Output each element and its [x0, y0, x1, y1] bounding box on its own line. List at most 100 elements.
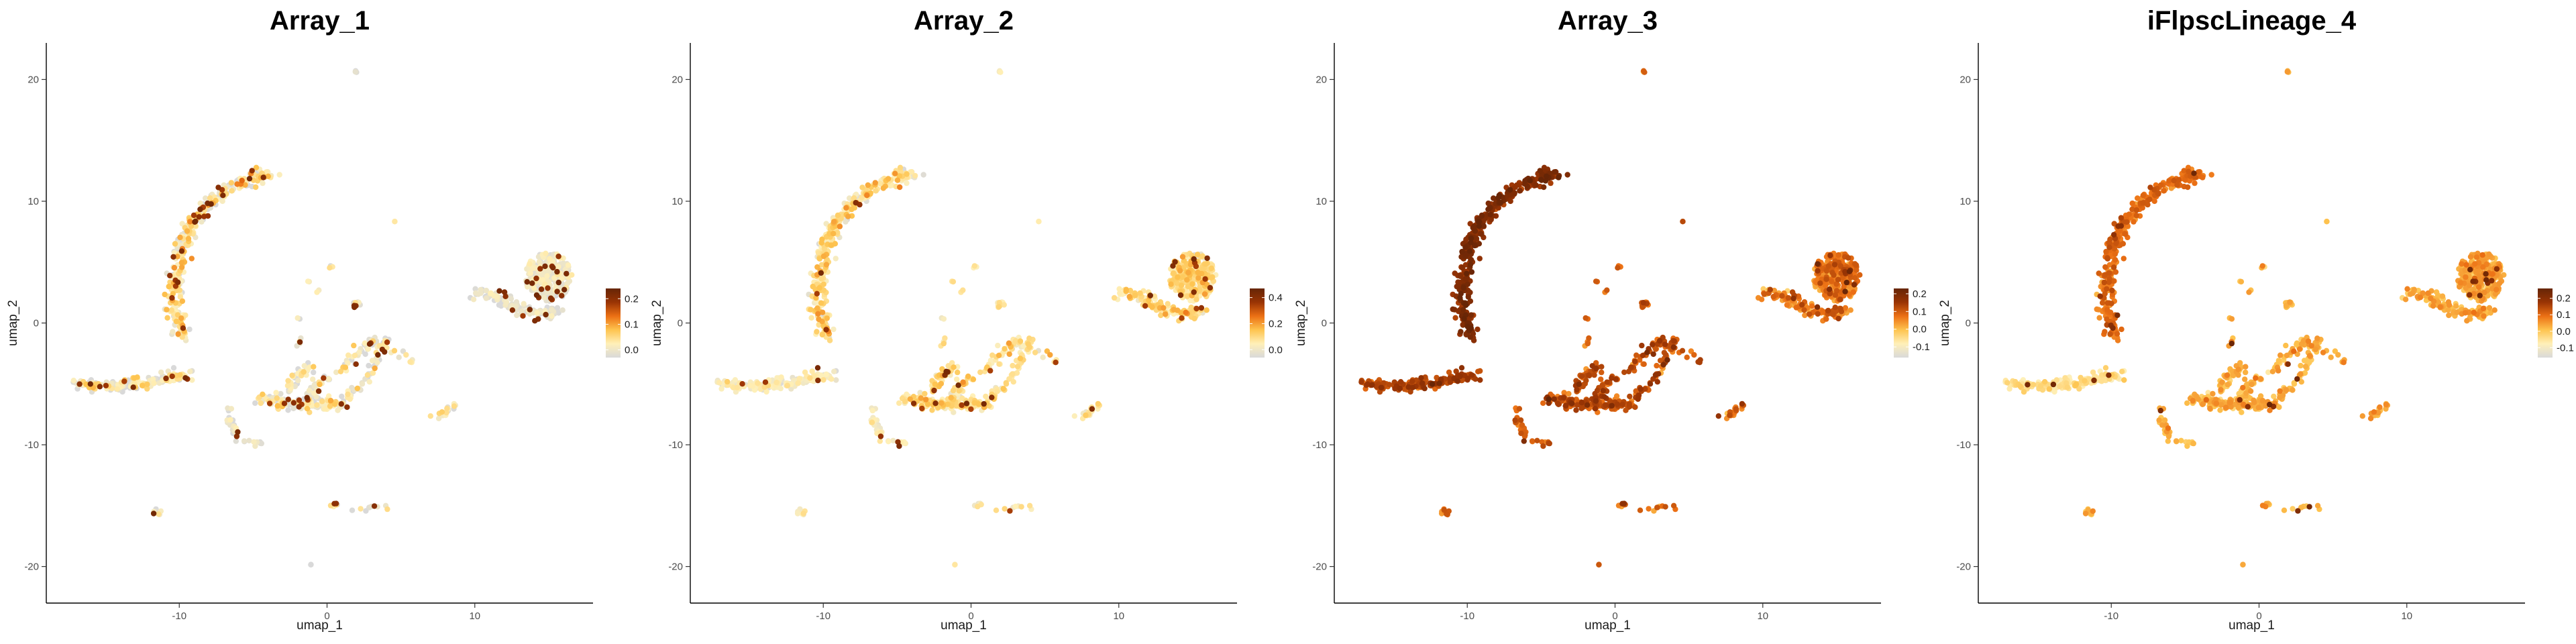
data-point	[1600, 388, 1606, 394]
data-point	[823, 371, 829, 378]
data-point	[527, 261, 533, 267]
data-point	[1621, 369, 1627, 376]
data-point	[1377, 389, 1383, 395]
data-point	[284, 382, 291, 389]
data-point	[207, 195, 213, 201]
data-point	[995, 342, 1001, 349]
data-point	[1842, 268, 1848, 275]
data-point	[538, 286, 545, 292]
data-point	[2291, 380, 2297, 386]
data-point	[2076, 386, 2082, 392]
data-point	[923, 396, 929, 402]
data-point	[2435, 299, 2442, 305]
data-point	[1534, 437, 1540, 443]
data-point	[273, 390, 279, 396]
data-point	[1036, 219, 1042, 225]
data-point	[1593, 278, 1599, 284]
data-point	[2243, 369, 2249, 376]
data-point	[285, 407, 291, 413]
data-point	[835, 212, 841, 219]
data-point	[1397, 385, 1403, 392]
data-point	[1625, 368, 1632, 374]
data-point	[831, 219, 837, 225]
data-point	[1671, 338, 1677, 344]
data-point	[1462, 276, 1468, 282]
data-point	[311, 364, 317, 370]
data-point	[2492, 291, 2499, 297]
data-point	[941, 316, 947, 322]
data-point	[830, 326, 837, 333]
data-point	[370, 370, 376, 376]
data-point	[253, 184, 259, 191]
data-point	[1679, 347, 1686, 354]
data-point	[971, 400, 977, 406]
colorbar-label: 0.2	[1913, 288, 1927, 300]
data-point	[1561, 394, 1567, 401]
color-legend: -0.10.00.10.2	[1894, 288, 1930, 358]
data-point	[1815, 311, 1821, 317]
data-point	[939, 366, 945, 372]
data-point	[337, 368, 344, 374]
data-point	[1603, 402, 1609, 409]
data-point	[1452, 315, 1458, 321]
data-point	[1835, 276, 1841, 282]
data-point	[1369, 382, 1375, 388]
panel-title: Array_1	[270, 6, 370, 36]
data-point	[1697, 357, 1703, 363]
data-point	[1785, 294, 1792, 301]
data-point	[1582, 315, 1589, 321]
data-point	[339, 393, 345, 400]
data-point	[177, 234, 183, 241]
data-point	[327, 398, 334, 404]
data-point	[2430, 303, 2436, 309]
data-point	[2165, 438, 2171, 444]
data-point	[938, 400, 945, 406]
data-point	[2051, 388, 2057, 395]
data-point	[1640, 300, 1646, 306]
data-point	[1628, 364, 1634, 370]
data-point	[276, 172, 282, 178]
data-point	[833, 256, 839, 262]
data-point	[2277, 394, 2283, 400]
data-point	[1544, 173, 1550, 179]
data-point	[819, 331, 825, 338]
data-point	[2017, 383, 2023, 390]
data-point	[87, 381, 93, 387]
data-point	[1468, 235, 1474, 241]
x-tick-label: -10	[172, 610, 186, 622]
data-point	[2314, 335, 2320, 341]
data-point	[435, 415, 442, 421]
data-point	[820, 309, 826, 315]
data-point	[451, 403, 458, 409]
data-point	[1463, 302, 1469, 309]
data-point	[1589, 363, 1595, 369]
data-point	[305, 278, 311, 284]
data-point	[1823, 268, 1830, 274]
data-point	[1464, 323, 1470, 329]
data-point	[1481, 223, 1487, 229]
data-point	[1168, 281, 1174, 287]
data-point	[1584, 402, 1591, 408]
data-point	[327, 403, 333, 409]
data-point	[1640, 352, 1646, 358]
data-point	[1767, 286, 1773, 292]
data-point	[919, 405, 925, 412]
data-point	[382, 349, 388, 355]
data-point	[1574, 386, 1580, 393]
data-point	[1468, 269, 1475, 275]
data-point	[1619, 401, 1625, 407]
data-point	[359, 381, 366, 387]
data-point	[1191, 315, 1197, 322]
data-point	[1477, 368, 1483, 374]
data-point	[1358, 379, 1364, 385]
y-tick-label: -20	[24, 561, 39, 573]
data-point	[549, 313, 555, 319]
data-point	[1450, 306, 1456, 313]
data-point	[1472, 376, 1479, 382]
data-point	[1599, 382, 1605, 388]
data-point	[1017, 338, 1024, 344]
data-point	[942, 335, 948, 341]
data-point	[1842, 305, 1849, 311]
data-point	[2433, 289, 2440, 295]
